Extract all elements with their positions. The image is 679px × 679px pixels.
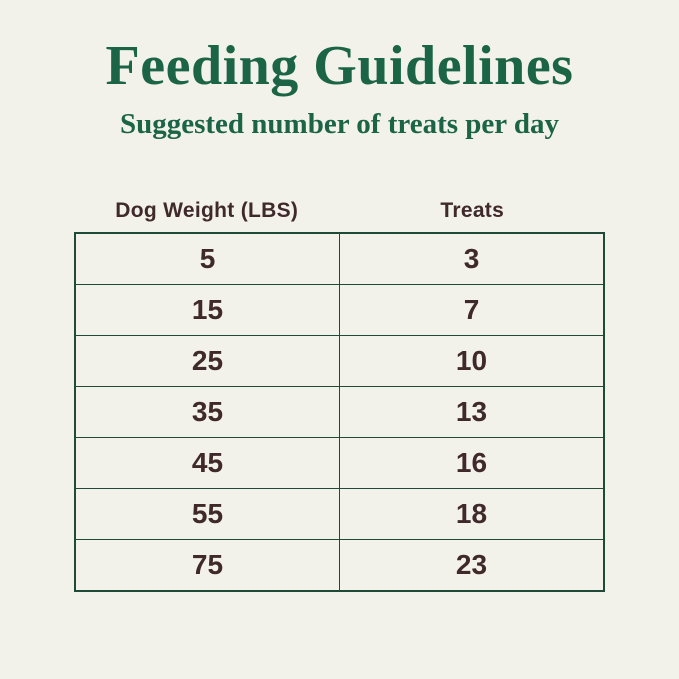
treats-cell: 3 bbox=[339, 232, 605, 285]
treats-cell: 13 bbox=[339, 385, 605, 438]
column-headers: Dog Weight (LBS) Treats bbox=[74, 199, 605, 223]
table-row: 5 3 bbox=[74, 232, 605, 285]
weight-cell: 25 bbox=[74, 334, 340, 387]
table-row: 35 13 bbox=[74, 385, 605, 438]
weight-cell: 5 bbox=[74, 232, 340, 285]
table-row: 25 10 bbox=[74, 334, 605, 387]
column-header-dog-weight: Dog Weight (LBS) bbox=[115, 198, 299, 222]
guidelines-table-area: Dog Weight (LBS) Treats 5 3 15 7 25 10 3… bbox=[74, 199, 605, 592]
feeding-guidelines-table: 5 3 15 7 25 10 35 13 45 16 bbox=[74, 231, 605, 592]
weight-cell: 45 bbox=[74, 436, 340, 489]
table-row: 15 7 bbox=[74, 283, 605, 336]
treats-cell: 7 bbox=[339, 283, 605, 336]
weight-cell: 55 bbox=[74, 487, 340, 540]
column-header-treats: Treats bbox=[440, 198, 505, 222]
treats-cell: 23 bbox=[339, 538, 605, 592]
treats-cell: 18 bbox=[339, 487, 605, 540]
treats-cell: 16 bbox=[339, 436, 605, 489]
table-row: 45 16 bbox=[74, 436, 605, 489]
page-subtitle: Suggested number of treats per day bbox=[119, 107, 560, 140]
weight-cell: 75 bbox=[74, 538, 340, 592]
table-row: 55 18 bbox=[74, 487, 605, 540]
weight-cell: 35 bbox=[74, 385, 340, 438]
treats-cell: 10 bbox=[339, 334, 605, 387]
weight-cell: 15 bbox=[74, 283, 340, 336]
page-title: Feeding Guidelines bbox=[105, 35, 574, 97]
table-row: 75 23 bbox=[74, 538, 605, 592]
